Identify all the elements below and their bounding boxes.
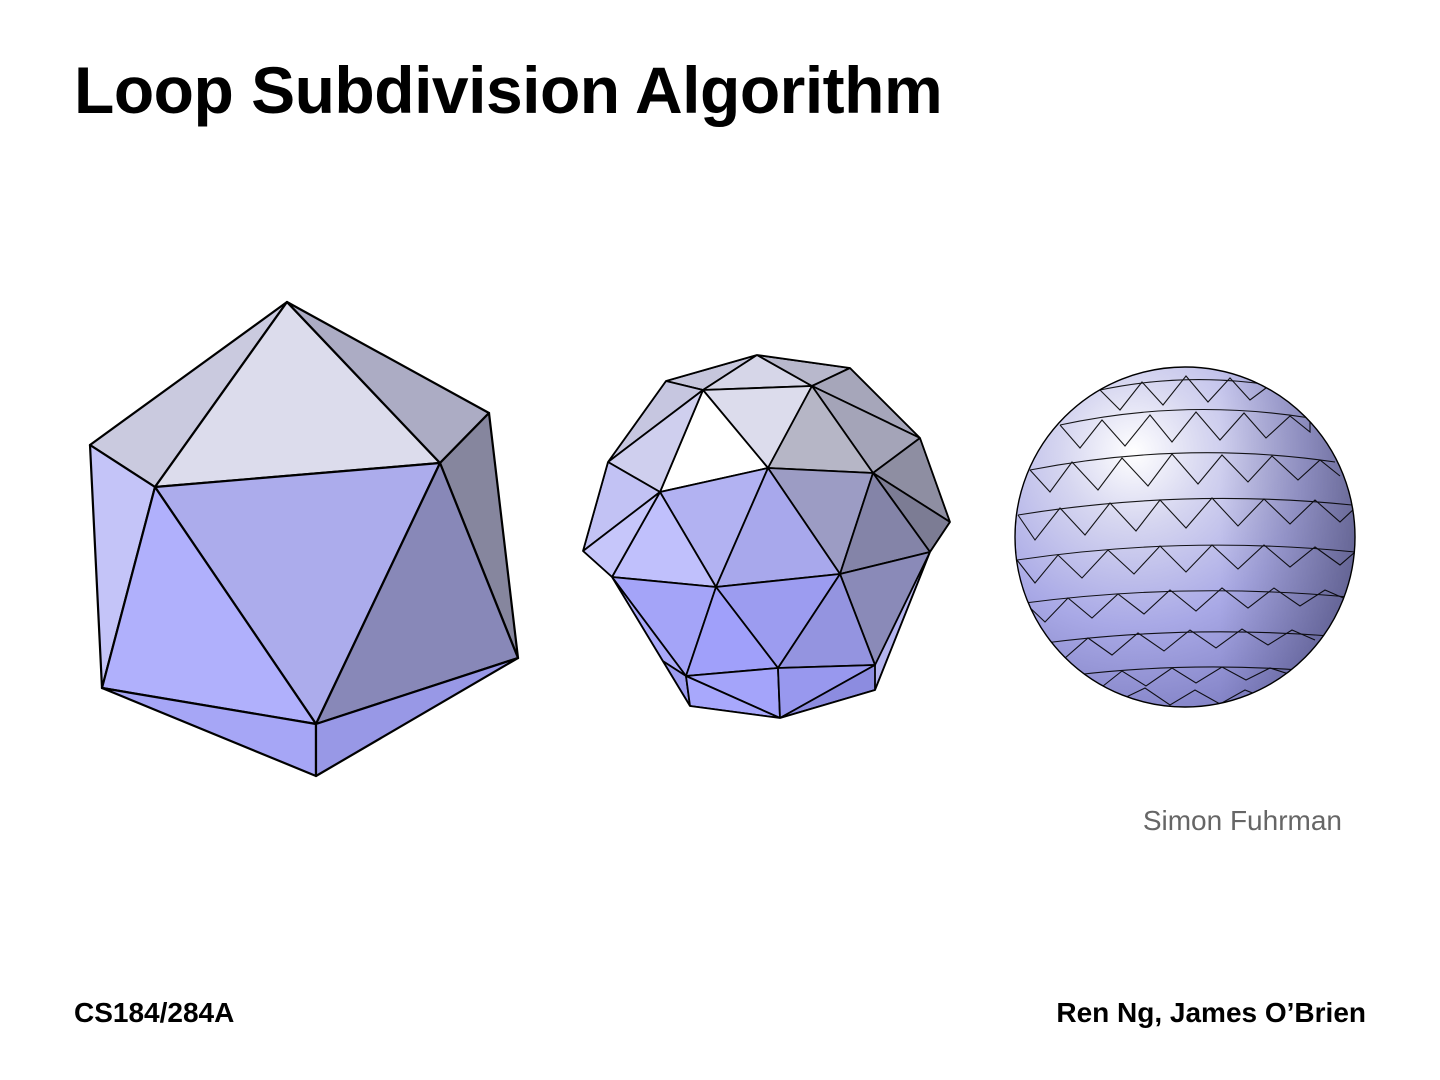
course-code: CS184/284A — [74, 997, 235, 1028]
subdivision-level-1-mesh — [582, 354, 951, 719]
subdivision-level-2-mesh — [1014, 366, 1356, 708]
authors: Ren Ng, James O’Brien — [1056, 997, 1366, 1028]
image-credit: Simon Fuhrman — [1142, 805, 1342, 836]
icosahedron-mesh — [88, 300, 520, 778]
slide-title: Loop Subdivision Algorithm — [74, 53, 943, 127]
